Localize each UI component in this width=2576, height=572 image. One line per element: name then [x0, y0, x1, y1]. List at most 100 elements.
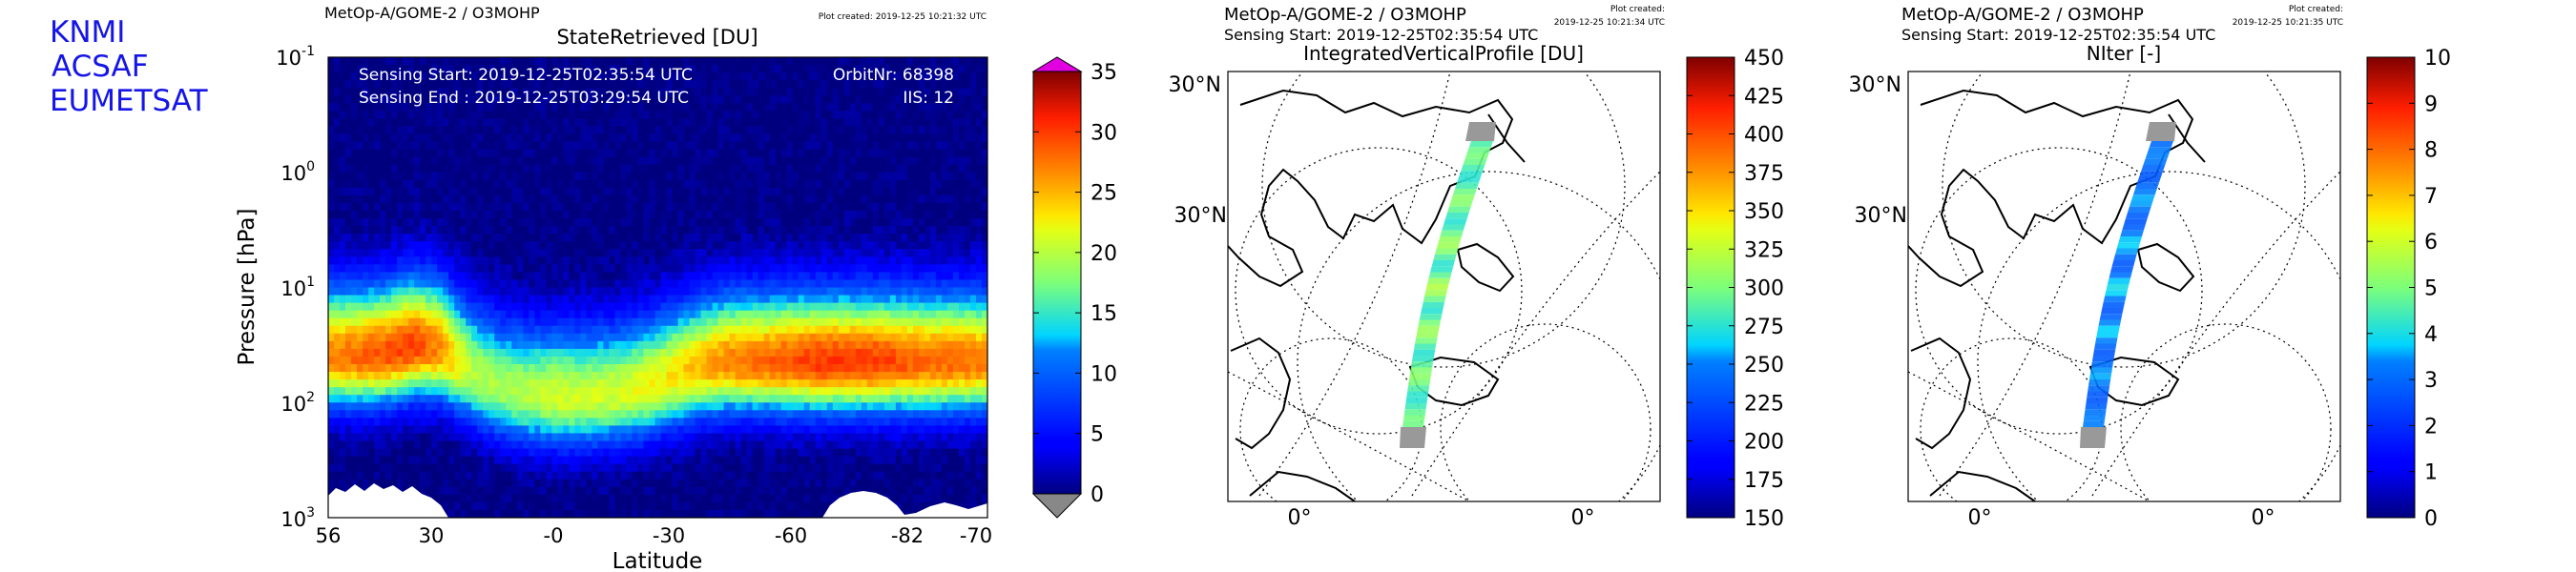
heatmap-cell: [523, 149, 530, 158]
heatmap-cell: [357, 218, 364, 227]
heatmap-cell: [798, 310, 805, 319]
heatmap-cell: [580, 256, 587, 265]
heatmap-cell: [443, 471, 449, 480]
heatmap-cell: [574, 509, 581, 518]
heatmap-cell: [517, 57, 524, 66]
heatmap-cell: [351, 234, 358, 242]
heatmap-cell: [695, 234, 702, 242]
heatmap-cell: [632, 433, 639, 442]
heatmap-cell: [414, 448, 421, 458]
heatmap-cell: [551, 295, 558, 304]
heatmap-cell: [775, 156, 782, 166]
heatmap-cell: [592, 172, 599, 181]
heatmap-cell: [563, 249, 570, 257]
heatmap-cell: [517, 95, 524, 104]
heatmap-cell: [712, 433, 719, 442]
heatmap-cell: [483, 226, 489, 235]
heatmap-cell: [614, 509, 622, 518]
heatmap-cell: [666, 509, 674, 518]
heatmap-cell: [506, 72, 512, 81]
heatmap-cell: [695, 256, 702, 265]
heatmap-cell: [717, 88, 725, 96]
heatmap-cell: [345, 448, 352, 458]
heatmap-cell: [471, 325, 478, 335]
heatmap-cell: [592, 317, 599, 327]
heatmap-cell: [666, 156, 674, 166]
heatmap-cell: [471, 302, 478, 312]
heatmap-cell: [540, 471, 547, 480]
heatmap-cell: [649, 264, 656, 273]
heatmap-cell: [729, 410, 737, 419]
heatmap-cell: [477, 325, 484, 335]
heatmap-cell: [706, 456, 714, 465]
heatmap-cell: [448, 317, 455, 327]
heatmap-cell: [758, 494, 765, 503]
heatmap-cell: [546, 325, 552, 335]
heatmap-cell: [466, 333, 472, 342]
heatmap-cell: [483, 364, 489, 373]
heatmap-cell: [408, 348, 415, 358]
heatmap-cell: [443, 80, 449, 89]
heatmap-cell: [546, 141, 552, 151]
heatmap-cell: [357, 418, 364, 426]
heatmap-cell: [397, 310, 404, 319]
heatmap-cell: [511, 325, 518, 335]
heatmap-cell: [729, 234, 737, 242]
heatmap-cell: [488, 149, 495, 158]
heatmap-cell: [363, 111, 369, 119]
heatmap-cell: [786, 272, 794, 281]
heatmap-cell: [792, 310, 800, 319]
heatmap-cell: [414, 65, 421, 73]
heatmap-cell: [563, 387, 570, 396]
heatmap-cell: [408, 425, 415, 435]
heatmap-cell: [637, 202, 645, 212]
heatmap-cell: [357, 111, 364, 119]
heatmap-cell: [334, 118, 341, 128]
heatmap-cell: [580, 509, 587, 518]
heatmap-cell: [586, 295, 592, 304]
heatmap-cell: [569, 317, 575, 327]
heatmap-cell: [649, 302, 656, 312]
heatmap-cell: [700, 287, 708, 296]
heatmap-cell: [586, 287, 592, 296]
heatmap-cell: [643, 494, 651, 503]
heatmap-cell: [683, 95, 691, 104]
heatmap-cell: [643, 279, 651, 289]
heatmap-cell: [786, 410, 794, 419]
heatmap-cell: [580, 172, 587, 181]
heatmap-cell: [683, 194, 691, 204]
heatmap-cell: [380, 249, 386, 257]
heatmap-cell: [471, 133, 478, 143]
heatmap-cell: [483, 486, 489, 496]
heatmap-cell: [403, 410, 409, 419]
heatmap-cell: [340, 179, 346, 189]
heatmap-cell: [408, 164, 415, 174]
heatmap-cell: [357, 172, 364, 181]
heatmap-cell: [780, 418, 788, 426]
heatmap-cell: [592, 402, 599, 411]
heatmap-cell: [672, 164, 679, 174]
heatmap-cell: [431, 440, 438, 450]
heatmap-cell: [385, 340, 392, 350]
heatmap-cell: [557, 126, 564, 135]
heatmap-cell: [632, 418, 639, 426]
heatmap-cell: [792, 387, 800, 396]
heatmap-cell: [488, 187, 495, 196]
heatmap-cell: [448, 111, 455, 119]
heatmap-cell: [632, 156, 639, 166]
heatmap-cell: [408, 57, 415, 66]
heatmap-cell: [414, 302, 421, 312]
heatmap-cell: [368, 218, 375, 227]
heatmap-cell: [334, 141, 341, 151]
heatmap-cell: [471, 218, 478, 227]
heatmap-cell: [368, 126, 375, 135]
heatmap-cell: [695, 133, 702, 143]
heatmap-cell: [574, 486, 581, 496]
heatmap-cell: [414, 456, 421, 465]
heatmap-cell: [488, 317, 495, 327]
heatmap-cell: [769, 103, 777, 112]
heatmap-cell: [723, 317, 731, 327]
heatmap-cell: [746, 256, 754, 265]
heatmap-cell: [454, 486, 461, 496]
heatmap-cell: [466, 440, 472, 450]
